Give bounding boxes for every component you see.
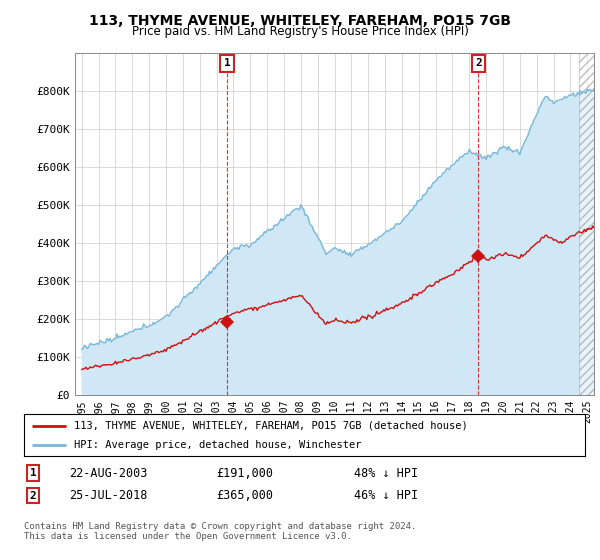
Text: 48% ↓ HPI: 48% ↓ HPI xyxy=(354,466,418,480)
Text: 2: 2 xyxy=(475,58,482,68)
Text: 2: 2 xyxy=(29,491,37,501)
Bar xyxy=(579,53,600,395)
Text: 113, THYME AVENUE, WHITELEY, FAREHAM, PO15 7GB: 113, THYME AVENUE, WHITELEY, FAREHAM, PO… xyxy=(89,14,511,28)
Text: 25-JUL-2018: 25-JUL-2018 xyxy=(69,489,148,502)
Text: 113, THYME AVENUE, WHITELEY, FAREHAM, PO15 7GB (detached house): 113, THYME AVENUE, WHITELEY, FAREHAM, PO… xyxy=(74,421,468,431)
Text: 22-AUG-2003: 22-AUG-2003 xyxy=(69,466,148,480)
Text: 46% ↓ HPI: 46% ↓ HPI xyxy=(354,489,418,502)
Text: 1: 1 xyxy=(224,58,230,68)
Text: Contains HM Land Registry data © Crown copyright and database right 2024.
This d: Contains HM Land Registry data © Crown c… xyxy=(24,522,416,542)
Text: Price paid vs. HM Land Registry's House Price Index (HPI): Price paid vs. HM Land Registry's House … xyxy=(131,25,469,38)
Text: £191,000: £191,000 xyxy=(216,466,273,480)
Text: HPI: Average price, detached house, Winchester: HPI: Average price, detached house, Winc… xyxy=(74,440,362,450)
Text: £365,000: £365,000 xyxy=(216,489,273,502)
Text: 1: 1 xyxy=(29,468,37,478)
